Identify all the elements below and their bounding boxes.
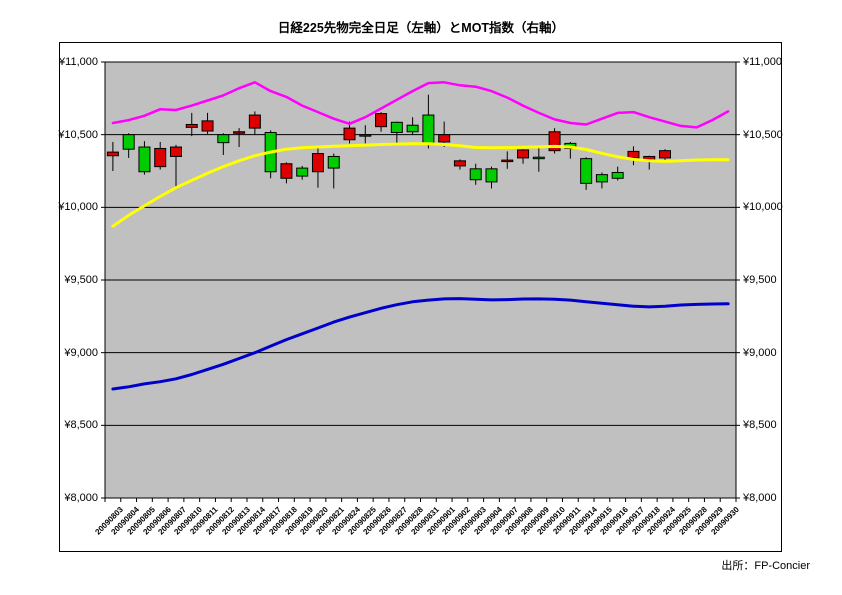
candle-body xyxy=(501,159,514,163)
candle-body xyxy=(122,134,135,150)
candle-20090810 xyxy=(185,112,198,137)
candle-body xyxy=(138,146,151,173)
candle-body xyxy=(201,120,214,132)
candle-body xyxy=(627,150,640,159)
candle-20090909 xyxy=(532,147,545,172)
candle-body xyxy=(169,146,182,157)
candle-20090904 xyxy=(485,166,498,189)
right-axis-label: ¥8,500 xyxy=(743,419,777,432)
candlestick-chart xyxy=(101,61,740,502)
candle-body xyxy=(217,134,230,144)
candle-20090827 xyxy=(390,121,403,144)
candle-20090804 xyxy=(122,133,135,158)
candle-20090915 xyxy=(595,172,608,189)
candle-20090825 xyxy=(359,125,372,144)
candle-20090908 xyxy=(517,149,530,164)
candle-20090811 xyxy=(201,112,214,134)
candle-body xyxy=(422,114,435,144)
candle-20090902 xyxy=(453,159,466,170)
left-axis-label: ¥8,500 xyxy=(64,419,98,432)
candle-20090828 xyxy=(406,117,419,135)
left-axis-label: ¥11,000 xyxy=(59,56,98,68)
candle-body xyxy=(280,163,293,179)
candle-body xyxy=(233,131,246,134)
gridlines xyxy=(105,134,736,426)
candle-20090826 xyxy=(375,112,388,132)
candle-20090807 xyxy=(169,144,182,189)
chart-frame: ¥11,000 ¥10,500 ¥10,000 ¥9,500 ¥9,000 ¥8,500 ¥… xyxy=(58,42,783,552)
candle-body xyxy=(343,127,356,141)
candle-body xyxy=(469,168,482,181)
axis-ticks xyxy=(101,61,740,502)
candle-body xyxy=(375,113,388,128)
candle-20090803 xyxy=(106,141,119,171)
candle-20090806 xyxy=(154,141,167,170)
candle-body xyxy=(659,150,672,159)
candle-body xyxy=(580,158,593,184)
candle-body xyxy=(611,171,624,179)
candle-body xyxy=(390,121,403,133)
candle-20090910 xyxy=(548,128,561,154)
right-axis-label: ¥10,500 xyxy=(743,128,783,141)
candle-body xyxy=(248,114,261,129)
candle-20090901 xyxy=(438,121,451,148)
candle-20090821 xyxy=(327,153,340,189)
candle-body xyxy=(406,124,419,133)
candle-body xyxy=(106,151,119,157)
candle-20090818 xyxy=(280,162,293,184)
candle-20090903 xyxy=(469,163,482,185)
left-axis-label: ¥8,000 xyxy=(64,492,98,504)
source-note: 出所：FP-Concier xyxy=(721,560,810,572)
candle-20090819 xyxy=(296,165,309,180)
candle-body xyxy=(154,147,167,168)
left-axis-label: ¥10,500 xyxy=(58,128,98,141)
candle-20090907 xyxy=(501,151,514,169)
candle-20090805 xyxy=(138,141,151,175)
candle-20090820 xyxy=(311,148,324,188)
candle-body xyxy=(453,160,466,167)
chart-title: 日経225先物完全日足（左軸）とMOT指数（右軸） xyxy=(277,21,565,35)
magenta-line xyxy=(111,81,730,129)
candle-body xyxy=(438,134,451,143)
candle-body xyxy=(485,168,498,183)
right-axis-label: ¥11,000 xyxy=(743,56,782,68)
candle-body xyxy=(548,131,561,152)
candle-body xyxy=(311,153,324,173)
right-axis-label: ¥9,000 xyxy=(743,346,777,359)
candle-20090814 xyxy=(248,111,261,135)
candle-body xyxy=(185,123,198,128)
right-axis-label: ¥9,500 xyxy=(743,274,777,286)
blue-line xyxy=(111,297,730,391)
candle-20090812 xyxy=(217,133,230,156)
candle-body xyxy=(359,134,372,137)
candle-body xyxy=(327,155,340,169)
candle-20090813 xyxy=(233,128,246,148)
candle-body xyxy=(595,174,608,183)
candle-20090824 xyxy=(343,121,356,144)
candle-body xyxy=(517,149,530,159)
left-axis-label: ¥10,000 xyxy=(58,201,98,214)
right-axis-label: ¥8,000 xyxy=(743,492,777,504)
right-axis-label: ¥10,000 xyxy=(743,201,783,214)
candle-body xyxy=(296,167,309,177)
left-axis-label: ¥9,500 xyxy=(64,274,98,286)
candle-body xyxy=(532,156,545,160)
candle-20090914 xyxy=(580,157,593,190)
candle-20090916 xyxy=(611,166,624,181)
yellow-line xyxy=(111,142,730,228)
left-axis-label: ¥9,000 xyxy=(64,346,98,359)
